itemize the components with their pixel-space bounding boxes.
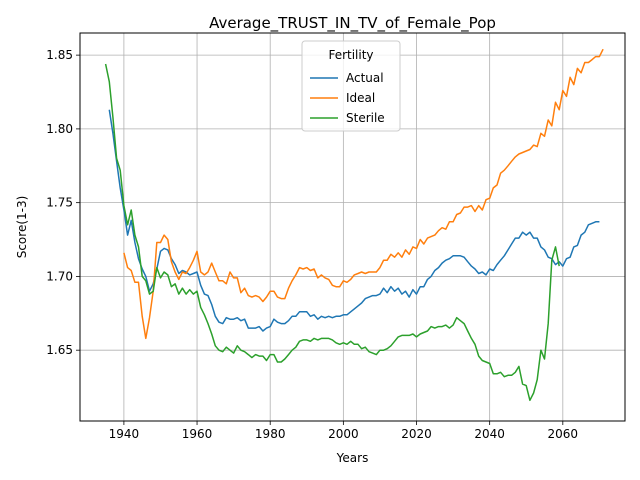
- y-tick-label: 1.75: [46, 196, 73, 210]
- y-tick-label: 1.85: [46, 48, 73, 62]
- x-tick-label: 1960: [182, 427, 213, 441]
- legend-title: Fertility: [328, 48, 373, 62]
- series-line-ideal: [123, 48, 604, 340]
- y-tick-label: 1.80: [46, 122, 73, 136]
- series-line-sterile: [104, 63, 560, 402]
- x-axis-label: Years: [336, 451, 369, 465]
- y-tick-label: 1.65: [46, 343, 73, 357]
- x-tick-label: 2060: [548, 427, 579, 441]
- y-tick-label: 1.70: [46, 269, 73, 283]
- legend-label-ideal: Ideal: [346, 91, 375, 105]
- x-tick-label: 1940: [109, 427, 140, 441]
- legend: Fertility Actual Ideal Sterile: [301, 40, 401, 132]
- legend-box: [301, 40, 401, 132]
- series-line-actual: [108, 109, 600, 332]
- y-axis-label: Score(1-3): [15, 196, 29, 259]
- chart-title: Average_TRUST_IN_TV_of_Female_Pop: [209, 14, 496, 33]
- x-axis: 1940 1960 1980 2000 2020 2040 2060: [109, 421, 578, 441]
- plot-frame: [79, 32, 626, 422]
- x-tick-label: 2040: [474, 427, 505, 441]
- x-tick-label: 1980: [255, 427, 286, 441]
- x-tick-label: 2020: [401, 427, 432, 441]
- legend-items: Actual Ideal Sterile: [310, 71, 385, 125]
- x-tick-label: 2000: [328, 427, 359, 441]
- legend-label-actual: Actual: [346, 71, 384, 85]
- legend-label-sterile: Sterile: [346, 111, 385, 125]
- series-layer: [104, 48, 604, 402]
- y-axis: 1.65 1.70 1.75 1.80 1.85: [46, 48, 80, 357]
